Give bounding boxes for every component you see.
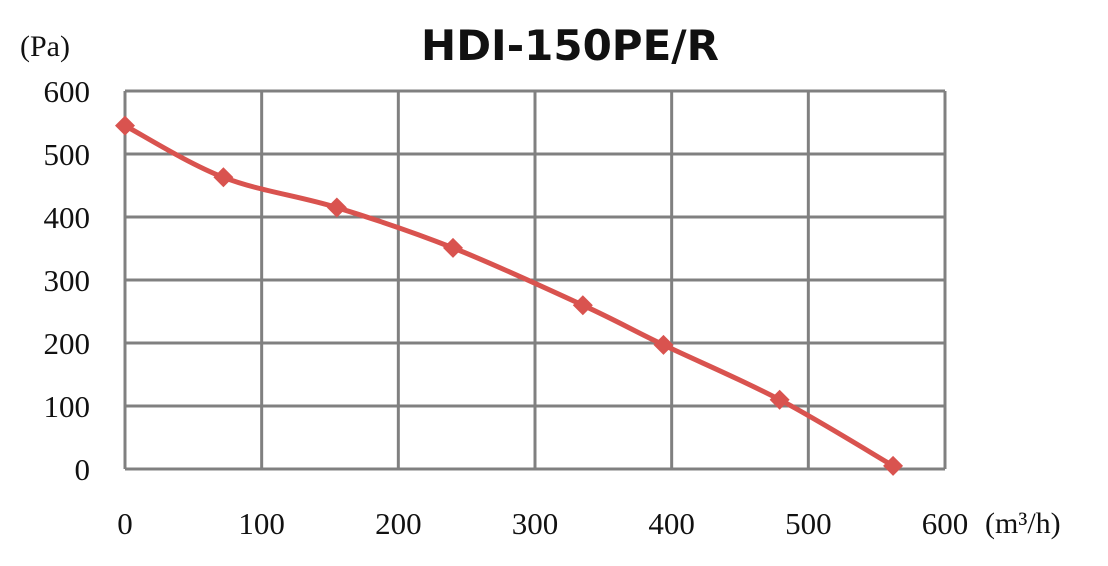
data-point-marker	[443, 237, 463, 258]
data-point-marker	[653, 334, 674, 355]
x-axis-unit-label: (m³/h)	[985, 507, 1061, 540]
y-tick-label: 600	[44, 74, 91, 109]
x-tick-label: 600	[922, 506, 969, 541]
y-tick-label: 200	[44, 326, 91, 361]
data-point-marker	[769, 389, 790, 410]
y-tick-label: 100	[44, 389, 91, 424]
data-point-marker	[213, 167, 234, 188]
y-tick-label: 400	[44, 200, 91, 235]
chart-title: HDI-150PE/R	[421, 21, 719, 70]
grid-lines	[123, 89, 947, 471]
x-tick-label: 100	[238, 506, 285, 541]
y-axis-unit-label: (Pa)	[20, 30, 70, 63]
y-tick-label: 300	[44, 263, 91, 298]
x-tick-label: 400	[648, 506, 695, 541]
y-tick-label: 0	[75, 452, 91, 487]
data-point-marker	[883, 455, 904, 476]
x-tick-label: 500	[785, 506, 832, 541]
data-point-marker	[572, 295, 593, 316]
data-point-marker	[115, 115, 135, 136]
x-tick-label: 300	[512, 506, 559, 541]
x-tick-label: 200	[375, 506, 422, 541]
y-tick-label: 500	[44, 137, 91, 172]
tick-labels: 0 100 200 300 400 500 600 0 100 200 300 400 500 600	[44, 74, 969, 541]
plot-area	[115, 115, 904, 476]
data-point-marker	[326, 197, 347, 218]
series-line	[123, 123, 895, 469]
x-tick-label: 0	[117, 506, 133, 541]
